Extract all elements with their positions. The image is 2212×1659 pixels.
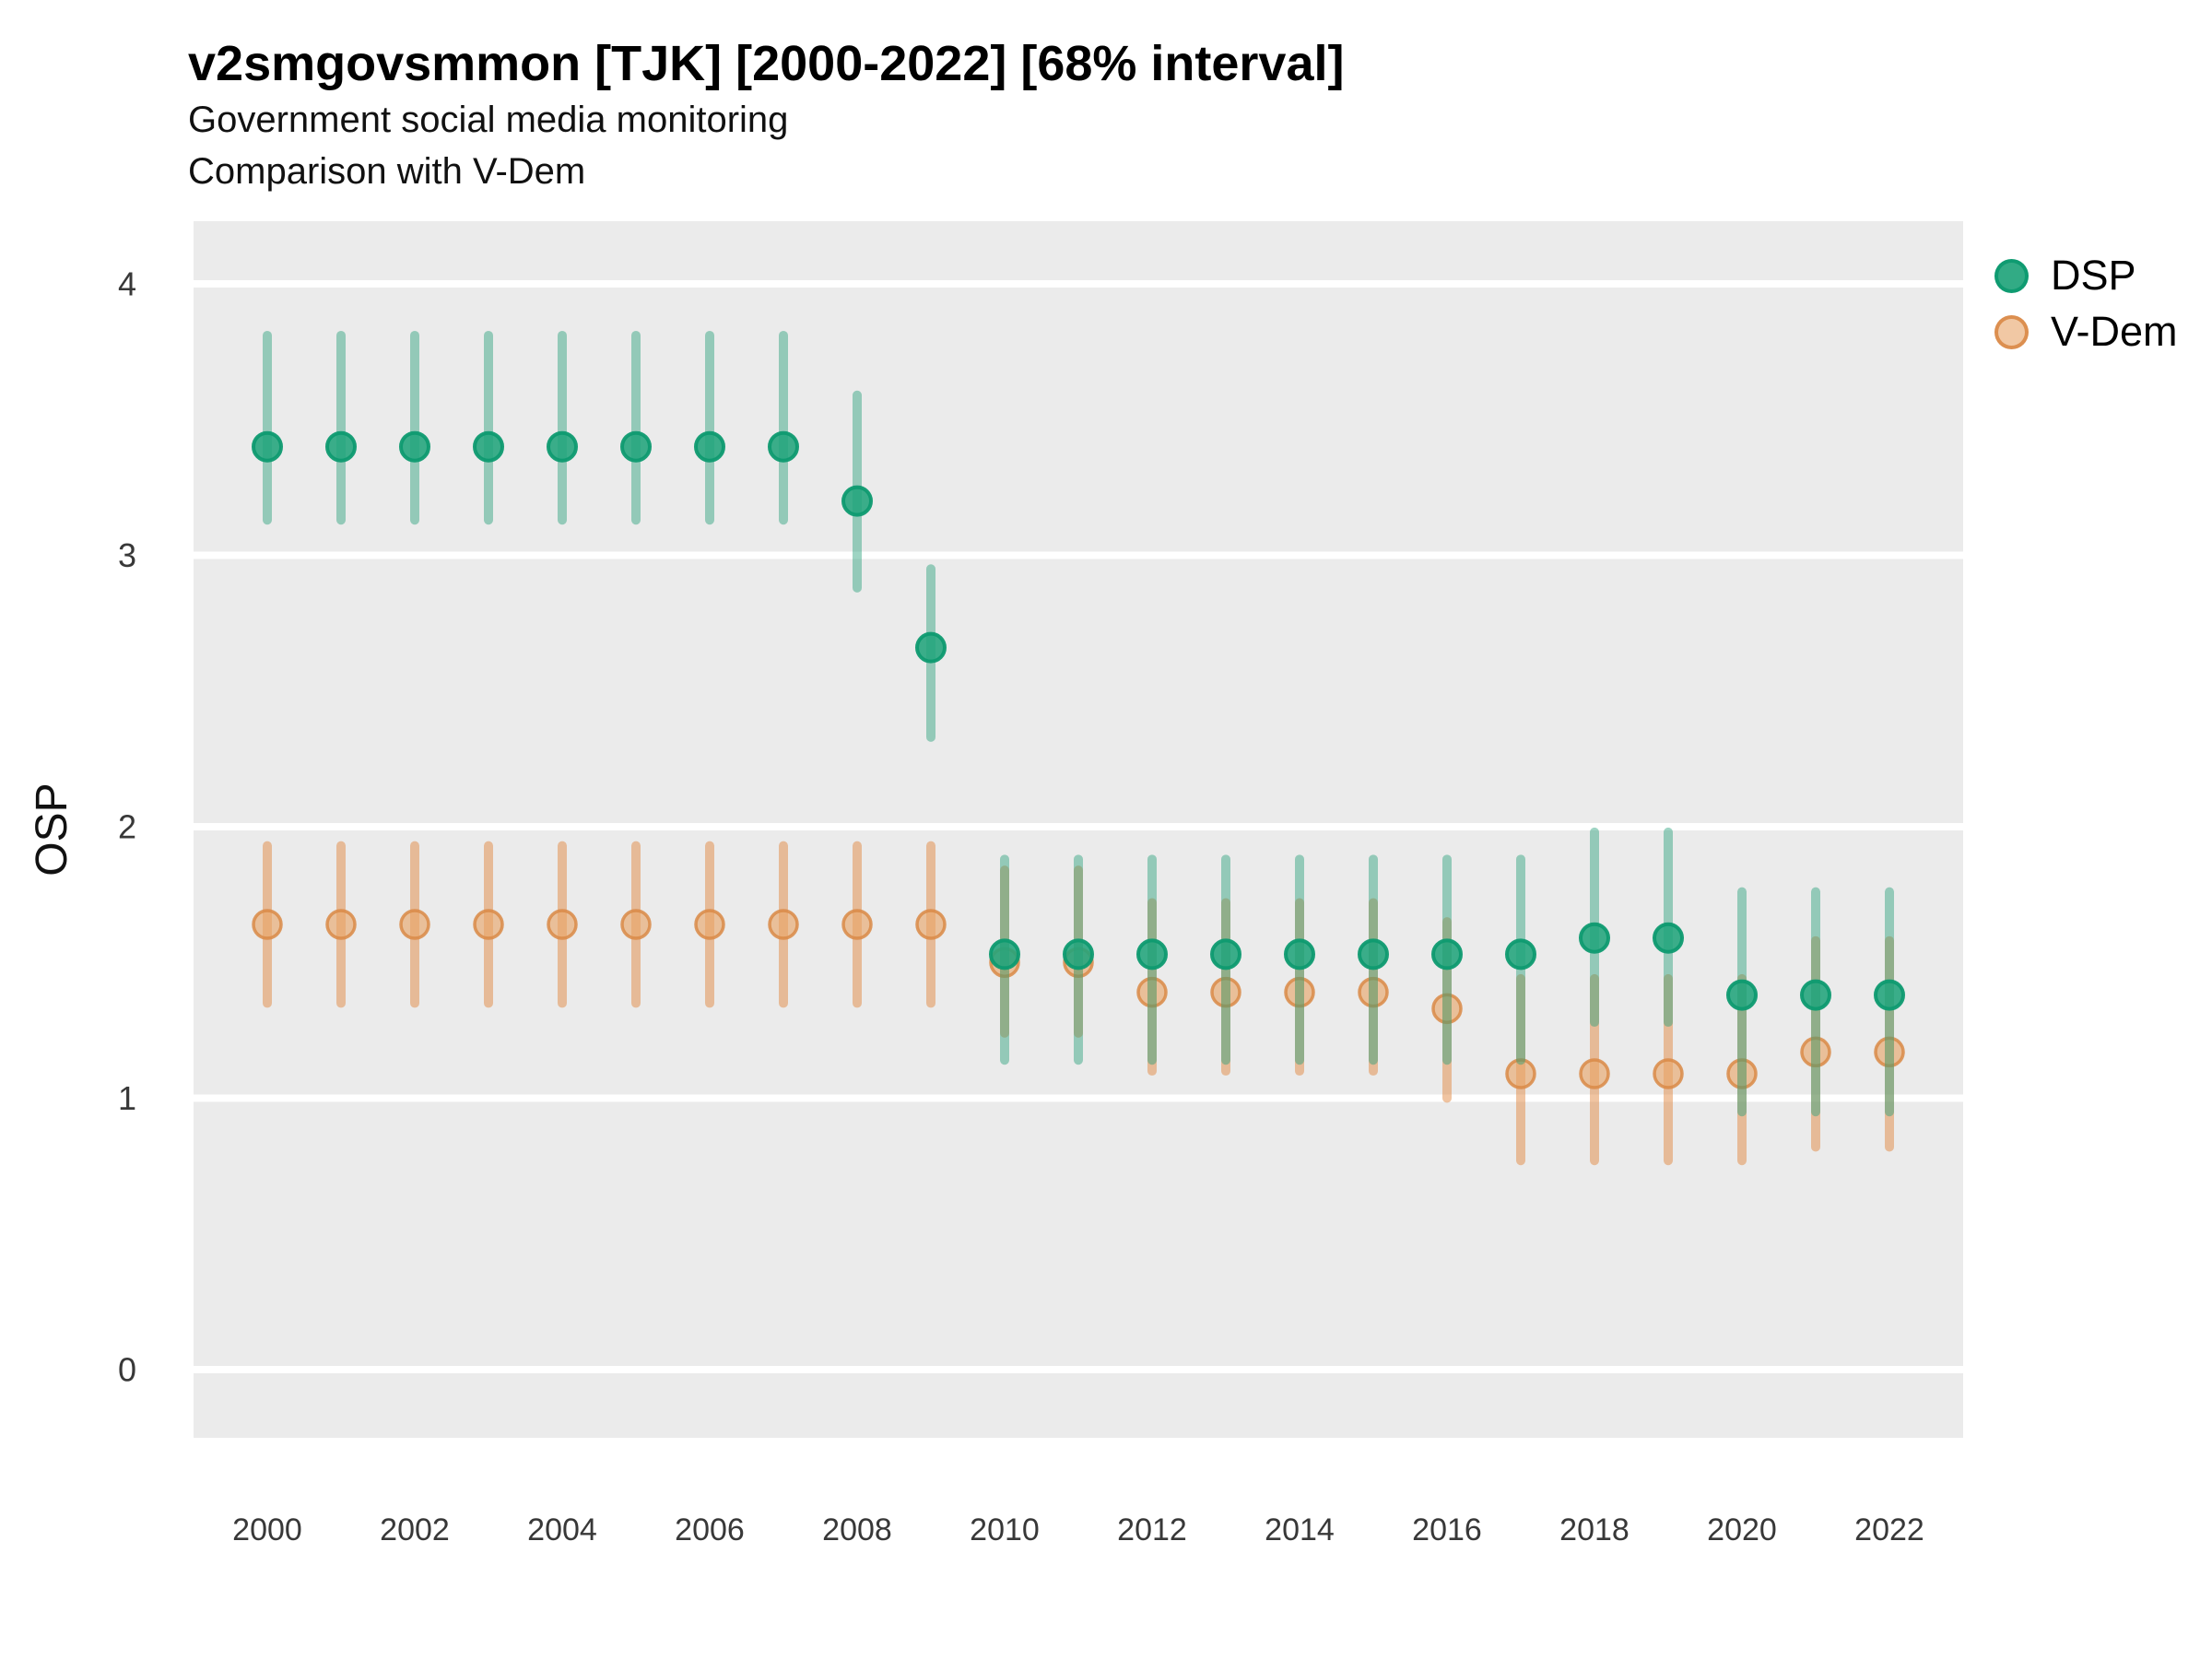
x-tick-label-2020: 2020 <box>1707 1512 1777 1547</box>
y-tick-label-1: 1 <box>118 1079 136 1117</box>
vdem-point-2020 <box>1726 1058 1758 1089</box>
vdem-point-2017 <box>1505 1058 1536 1089</box>
dsp-point-2000 <box>252 430 283 463</box>
dsp-point-2007 <box>768 430 799 463</box>
x-tick-label-2010: 2010 <box>970 1512 1040 1547</box>
y-tick-label-3: 3 <box>118 536 136 574</box>
x-tick-label-2004: 2004 <box>527 1512 597 1547</box>
vdem-point-2003 <box>473 909 504 940</box>
vdem-point-2014 <box>1284 976 1315 1008</box>
dsp-point-2004 <box>547 430 578 463</box>
vdem-point-2006 <box>694 909 725 940</box>
vdem-point-2021 <box>1800 1036 1831 1068</box>
x-tick-label-2014: 2014 <box>1265 1512 1335 1547</box>
dsp-point-2014 <box>1284 938 1315 971</box>
x-tick-label-2000: 2000 <box>232 1512 302 1547</box>
dsp-point-2008 <box>841 485 873 517</box>
vdem-point-2009 <box>915 909 947 940</box>
dsp-point-2020 <box>1726 979 1758 1011</box>
dsp-point-2021 <box>1800 979 1831 1011</box>
dsp-point-2013 <box>1210 938 1241 971</box>
y-tick-label-2: 2 <box>118 808 136 846</box>
vdem-point-2012 <box>1136 976 1168 1008</box>
vdem-point-2004 <box>547 909 578 940</box>
vdem-legend-dot-icon <box>1994 314 2029 349</box>
vdem-point-2002 <box>399 909 430 940</box>
legend-label-dsp: DSP <box>2051 252 2136 299</box>
vdem-point-2015 <box>1358 976 1389 1008</box>
chart-subtitle-line1: Government social media monitoring <box>188 100 789 140</box>
dsp-point-2015 <box>1358 938 1389 971</box>
x-tick-label-2012: 2012 <box>1117 1512 1187 1547</box>
dsp-point-2016 <box>1431 938 1463 971</box>
dsp-point-2006 <box>694 430 725 463</box>
y-tick-label-0: 0 <box>118 1351 136 1389</box>
dsp-point-2009 <box>915 631 947 664</box>
legend: DSP V-Dem <box>1994 251 2178 363</box>
chart-subtitle-line2: Comparison with V-Dem <box>188 151 586 192</box>
dsp-legend-dot-icon <box>1994 258 2029 293</box>
chart-title: v2smgovsmmon [TJK] [2000-2022] [68% inte… <box>188 36 1345 91</box>
legend-entry-dsp: DSP <box>1994 251 2178 300</box>
dsp-point-2019 <box>1653 922 1684 954</box>
vdem-point-2008 <box>841 909 873 940</box>
dsp-point-2022 <box>1874 979 1905 1011</box>
dsp-point-2011 <box>1063 938 1094 971</box>
dsp-point-2010 <box>989 938 1020 971</box>
dsp-point-2002 <box>399 430 430 463</box>
vdem-point-2001 <box>325 909 357 940</box>
x-tick-label-2008: 2008 <box>822 1512 892 1547</box>
legend-entry-vdem: V-Dem <box>1994 307 2178 357</box>
dsp-point-2001 <box>325 430 357 463</box>
y-tick-label-4: 4 <box>118 265 136 303</box>
vdem-point-2000 <box>252 909 283 940</box>
vdem-point-2016 <box>1431 993 1463 1025</box>
dsp-point-2005 <box>620 430 652 463</box>
dsp-point-2017 <box>1505 938 1536 971</box>
x-tick-label-2022: 2022 <box>1854 1512 1924 1547</box>
vdem-point-2022 <box>1874 1036 1905 1068</box>
x-tick-label-2018: 2018 <box>1559 1512 1630 1547</box>
legend-label-vdem: V-Dem <box>2051 308 2178 355</box>
vdem-point-2007 <box>768 909 799 940</box>
title-block: v2smgovsmmon [TJK] [2000-2022] [68% inte… <box>188 33 1344 197</box>
x-tick-label-2016: 2016 <box>1412 1512 1482 1547</box>
dsp-point-2012 <box>1136 938 1168 971</box>
x-tick-label-2002: 2002 <box>380 1512 450 1547</box>
x-tick-label-2006: 2006 <box>675 1512 745 1547</box>
vdem-point-2019 <box>1653 1058 1684 1089</box>
vdem-point-2005 <box>620 909 652 940</box>
vdem-point-2013 <box>1210 976 1241 1008</box>
dsp-point-2003 <box>473 430 504 463</box>
dsp-point-2018 <box>1579 922 1610 954</box>
vdem-point-2018 <box>1579 1058 1610 1089</box>
